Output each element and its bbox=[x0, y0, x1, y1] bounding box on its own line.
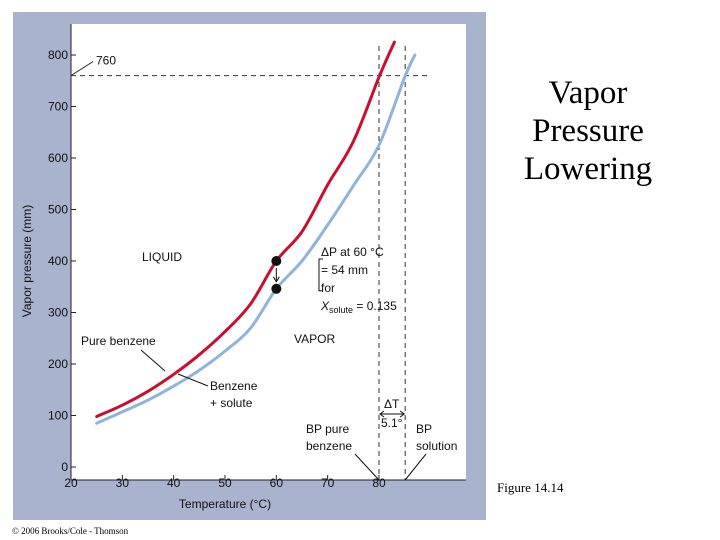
y-tick-label: 0 bbox=[61, 460, 68, 474]
x-tick-label: 20 bbox=[64, 476, 78, 490]
delta-p-value: = 54 mm bbox=[321, 263, 368, 277]
x-tick-label: 80 bbox=[372, 476, 386, 490]
y-tick-label: 600 bbox=[48, 151, 68, 165]
pure-benzene-point bbox=[271, 256, 282, 266]
figure-caption: Figure 14.14 bbox=[497, 480, 564, 495]
x-solute-value: = 0.135 bbox=[353, 299, 397, 313]
y-tick-label: 800 bbox=[48, 48, 68, 62]
solution-point bbox=[271, 283, 282, 294]
delta-t-arrowhead-left bbox=[379, 410, 385, 418]
y-tick-label: 100 bbox=[48, 409, 68, 423]
x-axis-title: Temperature (°C) bbox=[179, 497, 271, 511]
x-tick-label: 50 bbox=[218, 476, 232, 490]
y-tick-label: 400 bbox=[48, 254, 68, 268]
slide-title: Vapor Pressure Lowering bbox=[500, 74, 676, 188]
x-solute-label: Xsolute = 0.135 bbox=[320, 299, 397, 315]
y-tick-label: 200 bbox=[48, 357, 68, 371]
slide-title-line: Vapor bbox=[548, 75, 628, 111]
delta-p-bracket bbox=[318, 258, 323, 292]
x-tick-label: 70 bbox=[321, 476, 335, 490]
x-tick-label: 30 bbox=[116, 476, 130, 490]
solution-label-line: + solute bbox=[210, 396, 253, 410]
bp-solution-leader bbox=[404, 453, 427, 481]
pure-benzene-curve bbox=[95, 40, 396, 418]
benzene-solute-curve bbox=[95, 53, 417, 425]
plot-area bbox=[71, 24, 466, 480]
reference-760-label: 760 bbox=[96, 54, 116, 68]
slide-title-line: Lowering bbox=[523, 151, 653, 187]
bp-pure-leader bbox=[354, 453, 380, 481]
x-solute-subscript: solute bbox=[329, 305, 353, 315]
pure-benzene-leader bbox=[140, 349, 166, 372]
y-tick-label: 700 bbox=[48, 100, 68, 114]
delta-t-label: ΔT bbox=[384, 397, 400, 411]
bp-pure-label: benzene bbox=[306, 439, 352, 453]
delta-t-arrowhead-right bbox=[399, 410, 406, 418]
pure-benzene-label: Pure benzene bbox=[81, 334, 156, 348]
delta-p-for-label: for bbox=[321, 281, 335, 295]
vapor-pressure-chart: 760 LIQUID VAPOR Pure benzene Benzene + solu… bbox=[20, 24, 466, 511]
reference-leader-line bbox=[70, 61, 94, 77]
delta-p-label: ΔP at 60 °C bbox=[321, 245, 384, 259]
delta-t-value: 5.1° bbox=[381, 416, 403, 430]
y-tick-label: 300 bbox=[48, 306, 68, 320]
bp-solution-label: BP bbox=[416, 422, 432, 436]
figure-panel: 760 LIQUID VAPOR Pure benzene Benzene + solu… bbox=[13, 12, 486, 520]
liquid-region-label: LIQUID bbox=[142, 250, 182, 264]
bp-solution-label: solution bbox=[416, 439, 457, 453]
x-tick-label: 40 bbox=[167, 476, 181, 490]
x-tick-label: 60 bbox=[270, 476, 284, 490]
y-tick-label: 500 bbox=[48, 203, 68, 217]
slide-title-line: Pressure bbox=[532, 113, 644, 149]
solution-label-line: Benzene bbox=[210, 379, 258, 393]
bp-pure-label: BP pure bbox=[306, 422, 349, 436]
y-axis-title: Vapor pressure (mm) bbox=[20, 205, 34, 317]
copyright-notice: © 2006 Brooks/Cole - Thomson bbox=[12, 526, 129, 536]
vapor-region-label: VAPOR bbox=[294, 332, 335, 346]
solution-leader bbox=[177, 373, 209, 387]
delta-p-arrowhead bbox=[272, 276, 280, 283]
